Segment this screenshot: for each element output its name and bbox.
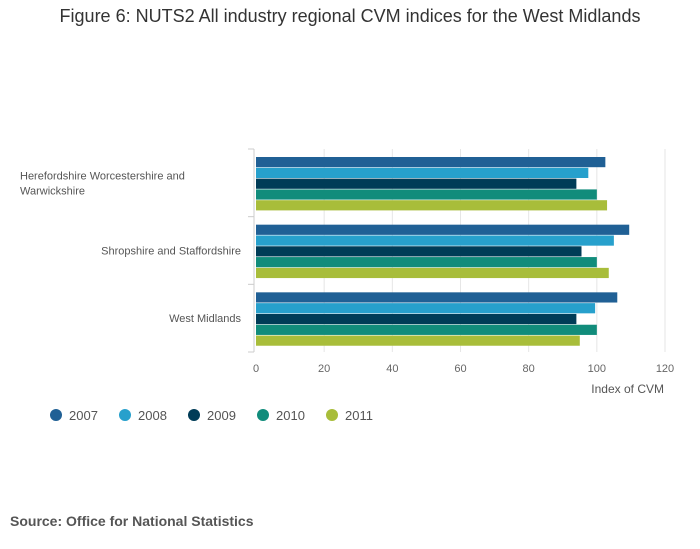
bar-2010-cat-1 — [256, 257, 597, 268]
legend-marker-2010 — [257, 409, 269, 421]
x-tick-label-100: 100 — [588, 363, 606, 375]
bar-2010-cat-0 — [256, 189, 597, 200]
legend-label-2011: 2011 — [345, 408, 373, 423]
legend-label-2008: 2008 — [138, 408, 167, 423]
bar-2009-cat-0 — [256, 178, 577, 189]
x-tick-label-40: 40 — [386, 363, 398, 375]
legend-marker-2009 — [188, 409, 200, 421]
x-tick-label-0: 0 — [253, 363, 259, 375]
bar-2007-cat-0 — [256, 157, 606, 168]
category-label: West Midlands — [169, 313, 241, 325]
bar-2009-cat-1 — [256, 246, 582, 257]
bar-2011-cat-0 — [256, 200, 608, 211]
category-label: Shropshire and Staffordshire — [101, 246, 241, 258]
category-label: Herefordshire Worcestershire and — [20, 170, 185, 182]
category-label: Warwickshire — [20, 185, 85, 197]
bar-2008-cat-2 — [256, 303, 596, 314]
bar-2007-cat-2 — [256, 292, 618, 303]
bar-2008-cat-1 — [256, 235, 614, 246]
x-axis-title: Index of CVM — [591, 382, 664, 396]
source-note: Source: Office for National Statistics — [10, 513, 254, 529]
x-tick-label-120: 120 — [656, 363, 674, 375]
legend-label-2007: 2007 — [69, 408, 98, 423]
bar-2011-cat-1 — [256, 267, 609, 279]
bar-2007-cat-1 — [256, 224, 630, 235]
legend-marker-2007 — [50, 409, 62, 421]
legend-label-2010: 2010 — [276, 408, 305, 423]
chart-title: Figure 6: NUTS2 All industry regional CV… — [59, 6, 641, 26]
bar-2008-cat-0 — [256, 167, 589, 178]
bar-2010-cat-2 — [256, 324, 597, 335]
legend-marker-2008 — [119, 409, 131, 421]
bar-2011-cat-2 — [256, 335, 580, 346]
x-tick-label-60: 60 — [454, 363, 466, 375]
bar-2009-cat-2 — [256, 313, 577, 325]
legend-label-2009: 2009 — [207, 408, 236, 423]
legend-marker-2011 — [326, 409, 338, 421]
x-tick-label-80: 80 — [523, 363, 535, 375]
x-tick-label-20: 20 — [318, 363, 330, 375]
